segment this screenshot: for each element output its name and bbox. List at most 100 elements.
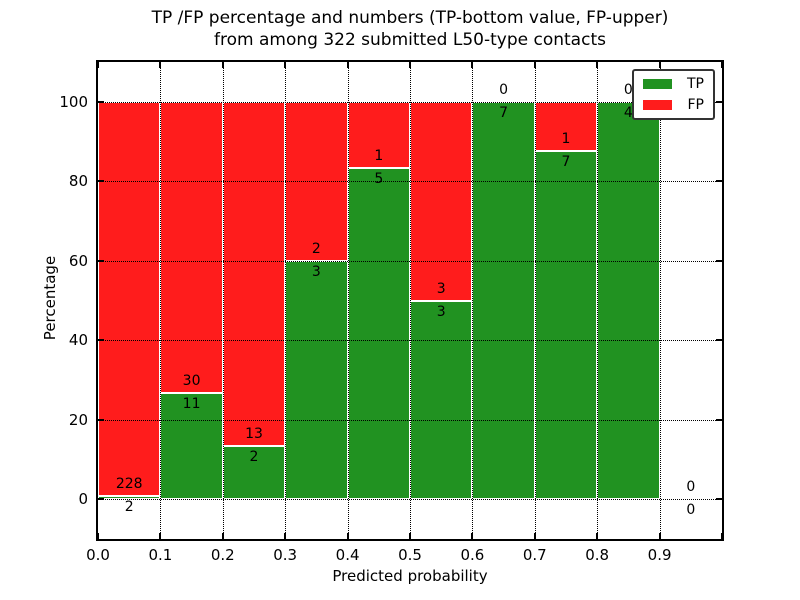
bar-fp-count-label: 228 xyxy=(115,475,143,492)
legend-fp-swatch xyxy=(643,100,672,110)
x-axis-tick-top xyxy=(159,62,162,68)
chart-title: TP /FP percentage and numbers (TP-bottom… xyxy=(98,7,722,51)
x-axis-tick xyxy=(596,533,599,539)
x-axis-tick-top xyxy=(97,62,99,68)
bar-fp-count-label: 0 xyxy=(623,81,633,98)
y-axis-tick-right xyxy=(716,180,722,183)
bar-tp-segment xyxy=(98,495,161,500)
x-tick-label: 0.9 xyxy=(647,546,672,564)
x-axis-tick xyxy=(658,533,661,539)
y-axis-tick-right xyxy=(716,418,722,421)
bar-fp-segment xyxy=(534,101,598,152)
gridline-v xyxy=(160,62,162,539)
y-axis-tick-right xyxy=(716,339,722,342)
legend-item: FP xyxy=(643,98,704,112)
x-tick-label: 0.5 xyxy=(398,546,422,564)
bar-tp-count-label: 2 xyxy=(124,498,134,515)
y-tick-label: 60 xyxy=(68,251,88,270)
gridline-v xyxy=(534,62,536,539)
y-axis-tick xyxy=(98,339,104,342)
x-tick-label: 0.3 xyxy=(273,546,298,564)
gridline-v xyxy=(472,62,474,539)
y-tick-label: 20 xyxy=(68,410,88,429)
y-axis-tick-right xyxy=(716,498,722,501)
bar-tp-count-label: 7 xyxy=(499,104,509,121)
x-axis-tick xyxy=(97,533,99,539)
bar-fp-segment xyxy=(222,101,286,447)
bar-fp-count-label: 1 xyxy=(374,148,384,164)
gridline-v xyxy=(659,62,661,539)
plot-area: 228 2 30 11 13 2 2 3 1 5 3 3 0 7 1 7 0 4 0 0 TP FP xyxy=(96,60,724,541)
x-axis-tick xyxy=(221,533,224,539)
gridline-v xyxy=(285,62,287,539)
x-axis-tick-top xyxy=(346,62,349,68)
x-axis-tick-top xyxy=(533,62,536,68)
bar-fp-count-label: 30 xyxy=(182,372,201,389)
legend-item-label: TP xyxy=(687,76,704,92)
x-axis-tick xyxy=(471,533,474,539)
y-tick-label: 0 xyxy=(78,490,88,509)
bar-tp-segment xyxy=(534,151,598,500)
x-tick-label: 0.0 xyxy=(86,546,110,564)
x-axis-tick xyxy=(409,533,411,539)
y-tick-label: 40 xyxy=(68,331,88,350)
bar-tp-segment xyxy=(285,260,348,500)
bar-fp-count-label: 13 xyxy=(245,426,263,443)
legend-item: TP xyxy=(643,77,704,91)
bar-tp-segment xyxy=(160,392,223,500)
chart-title-line2: from among 322 submitted L50-type contac… xyxy=(214,30,606,50)
x-tick-label: 0.7 xyxy=(522,546,547,564)
bar-fp-count-label: 2 xyxy=(311,240,321,257)
y-axis-tick xyxy=(98,498,104,501)
x-axis-tick xyxy=(284,533,287,539)
bar-fp-count-label: 3 xyxy=(436,280,446,297)
bar-tp-count-label: 2 xyxy=(249,449,259,466)
legend-tp-swatch xyxy=(643,79,672,89)
x-axis-tick xyxy=(346,533,349,539)
bar-fp-segment xyxy=(98,101,161,496)
gridline-v xyxy=(347,62,349,539)
chart-title-line1: TP /FP percentage and numbers (TP-bottom… xyxy=(151,8,669,28)
x-axis-tick-top xyxy=(721,62,723,68)
x-axis-tick-top xyxy=(409,62,411,68)
y-axis-tick xyxy=(98,418,104,421)
bar-tp-count-label: 3 xyxy=(436,303,446,320)
bar-fp-segment xyxy=(410,101,473,301)
bar-fp-segment xyxy=(160,101,223,393)
legend: TP FP xyxy=(632,69,715,120)
x-axis-tick xyxy=(533,533,536,539)
gridline-v xyxy=(410,62,411,539)
y-axis-tick xyxy=(98,259,104,262)
y-tick-label: 80 xyxy=(68,172,88,191)
bar-tp-segment xyxy=(347,168,410,500)
x-tick-label: 0.2 xyxy=(210,546,235,564)
bar-fp-count-label: 0 xyxy=(686,479,696,496)
x-axis-tick-top xyxy=(658,62,661,68)
bar-tp-count-label: 11 xyxy=(182,395,201,412)
y-axis-tick xyxy=(98,180,104,183)
x-tick-label: 0.6 xyxy=(460,546,485,564)
x-axis-tick-top xyxy=(221,62,224,68)
bar-tp-count-label: 0 xyxy=(686,502,696,519)
x-axis-tick xyxy=(159,533,162,539)
x-tick-label: 0.8 xyxy=(585,546,610,564)
gridline-v xyxy=(597,62,599,539)
x-tick-label: 0.4 xyxy=(335,546,360,564)
x-axis-tick-top xyxy=(284,62,287,68)
x-axis-label: Predicted probability xyxy=(332,567,488,585)
legend-item-label: FP xyxy=(687,97,705,113)
y-axis-tick-right xyxy=(716,100,722,103)
bar-fp-count-label: 0 xyxy=(499,81,509,98)
y-axis-tick xyxy=(98,100,104,103)
x-axis-tick-top xyxy=(596,62,599,68)
bar-tp-segment xyxy=(410,300,473,500)
y-axis-tick-right xyxy=(716,259,722,262)
gridline-v xyxy=(222,62,224,539)
bar-tp-count-label: 5 xyxy=(374,171,384,187)
bar-tp-segment xyxy=(472,101,535,500)
bar-tp-count-label: 7 xyxy=(561,154,571,171)
y-tick-label: 100 xyxy=(59,92,88,111)
bar-tp-segment xyxy=(222,446,286,500)
bar-tp-count-label: 4 xyxy=(623,104,633,121)
